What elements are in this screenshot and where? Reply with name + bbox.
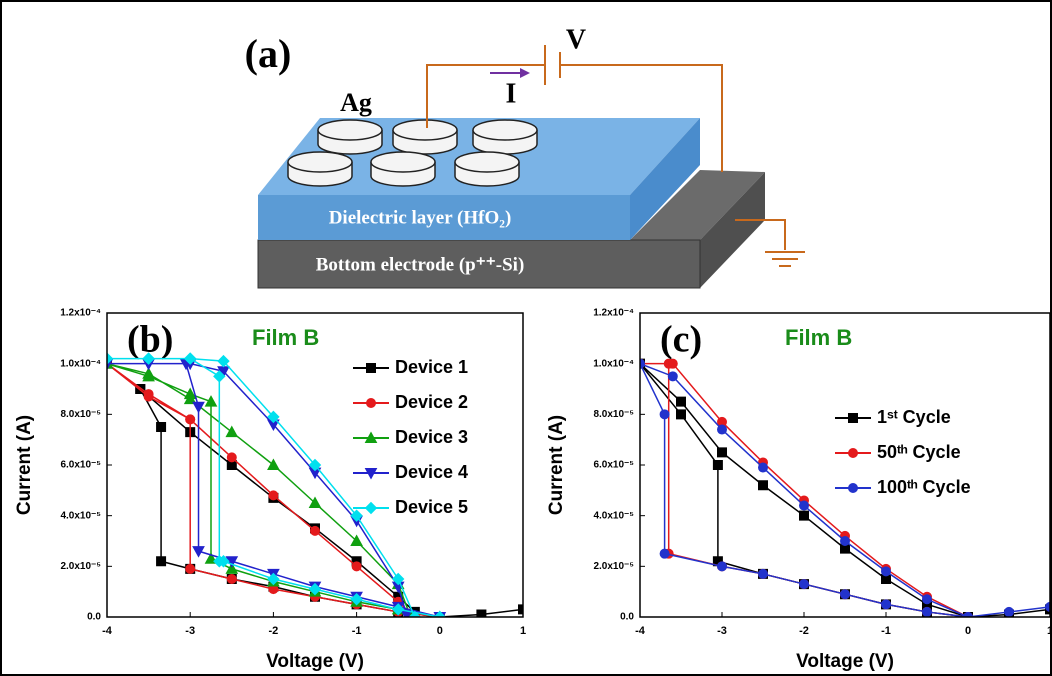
- x-tick-label: -1: [352, 625, 362, 637]
- marker: [841, 537, 850, 546]
- x-tick-label: -4: [635, 625, 646, 637]
- marker: [186, 564, 195, 573]
- subtitle: Film B: [785, 325, 852, 350]
- y-tick-label: 2.0x10⁻⁵: [593, 561, 634, 572]
- x-tick-label: -1: [881, 625, 891, 637]
- electrode: [473, 120, 537, 140]
- x-tick-label: 0: [965, 625, 971, 637]
- electrode: [455, 152, 519, 172]
- marker: [157, 557, 166, 566]
- x-tick-label: 0: [437, 625, 443, 637]
- marker: [759, 481, 768, 490]
- y-tick-label: 2.0x10⁻⁵: [60, 561, 101, 572]
- marker: [668, 372, 677, 381]
- y-tick-label: 6.0x10⁻⁵: [60, 460, 101, 471]
- marker: [311, 526, 320, 535]
- legend-label: Device 4: [395, 462, 468, 482]
- y-axis-label: Current (A): [546, 415, 567, 515]
- marker: [800, 511, 809, 520]
- marker: [759, 463, 768, 472]
- subtitle: Film B: [252, 325, 319, 350]
- marker: [800, 580, 809, 589]
- y-tick-label: 8.0x10⁻⁵: [593, 409, 634, 420]
- marker: [352, 562, 361, 571]
- y-tick-label: 0.0: [87, 612, 101, 623]
- legend-marker: [849, 449, 858, 458]
- marker: [660, 410, 669, 419]
- figure: (a) V I Ag Dielectric layer (HfO₂) Botto…: [0, 0, 1052, 676]
- marker: [882, 567, 891, 576]
- marker: [841, 590, 850, 599]
- electrode: [318, 120, 382, 140]
- marker: [713, 461, 722, 470]
- y-axis-label: Current (A): [14, 415, 35, 515]
- x-tick-label: -3: [185, 625, 195, 637]
- legend-label: 100ᵗʰ Cycle: [877, 477, 971, 497]
- x-tick-label: -3: [717, 625, 727, 637]
- marker: [227, 575, 236, 584]
- legend-marker: [367, 364, 376, 373]
- marker: [923, 607, 932, 616]
- legend-label: Device 5: [395, 497, 468, 517]
- x-axis-label: Voltage (V): [796, 651, 894, 672]
- electrode-label: Ag: [340, 88, 372, 117]
- marker: [759, 569, 768, 578]
- y-tick-label: 1.2x10⁻⁴: [60, 308, 101, 319]
- marker: [227, 453, 236, 462]
- marker: [157, 423, 166, 432]
- legend-label: Device 3: [395, 427, 468, 447]
- marker: [677, 397, 686, 406]
- marker: [186, 415, 195, 424]
- electrodes: [288, 120, 537, 186]
- y-tick-label: 1.2x10⁻⁴: [593, 308, 634, 319]
- dielectric-label: Dielectric layer (HfO₂): [329, 207, 512, 228]
- electrode: [288, 152, 352, 172]
- y-tick-label: 6.0x10⁻⁵: [593, 460, 634, 471]
- voltage-label: V: [566, 24, 586, 55]
- electrode: [371, 152, 435, 172]
- y-tick-label: 8.0x10⁻⁵: [60, 409, 101, 420]
- legend-marker: [367, 399, 376, 408]
- y-tick-label: 0.0: [620, 612, 634, 623]
- x-tick-label: -2: [799, 625, 809, 637]
- electrode: [393, 120, 457, 140]
- marker: [718, 562, 727, 571]
- y-tick-label: 4.0x10⁻⁵: [60, 510, 101, 521]
- panel-label: (c): [660, 319, 702, 361]
- substrate-label: Bottom electrode (p⁺⁺-Si): [316, 254, 525, 275]
- y-tick-label: 1.0x10⁻⁴: [593, 358, 634, 369]
- marker: [923, 595, 932, 604]
- legend-label: 50ᵗʰ Cycle: [877, 442, 961, 462]
- legend-marker: [849, 414, 858, 423]
- legend-marker: [849, 484, 858, 493]
- marker: [718, 448, 727, 457]
- legend-label: Device 1: [395, 357, 468, 377]
- legend-label: 1ˢᵗ Cycle: [877, 407, 951, 427]
- legend-label: Device 2: [395, 392, 468, 412]
- marker: [718, 425, 727, 434]
- x-tick-label: 1: [520, 625, 526, 637]
- x-axis-label: Voltage (V): [266, 651, 364, 672]
- marker: [269, 491, 278, 500]
- panel-label: (a): [245, 31, 292, 76]
- y-tick-label: 1.0x10⁻⁴: [60, 358, 101, 369]
- x-tick-label: -2: [269, 625, 279, 637]
- marker: [144, 390, 153, 399]
- marker: [668, 359, 677, 368]
- current-label: I: [506, 78, 517, 109]
- marker: [1005, 607, 1014, 616]
- marker: [660, 549, 669, 558]
- y-tick-label: 4.0x10⁻⁵: [593, 510, 634, 521]
- x-tick-label: -4: [102, 625, 113, 637]
- x-tick-label: 1: [1047, 625, 1052, 637]
- marker: [800, 501, 809, 510]
- marker: [677, 410, 686, 419]
- marker: [882, 600, 891, 609]
